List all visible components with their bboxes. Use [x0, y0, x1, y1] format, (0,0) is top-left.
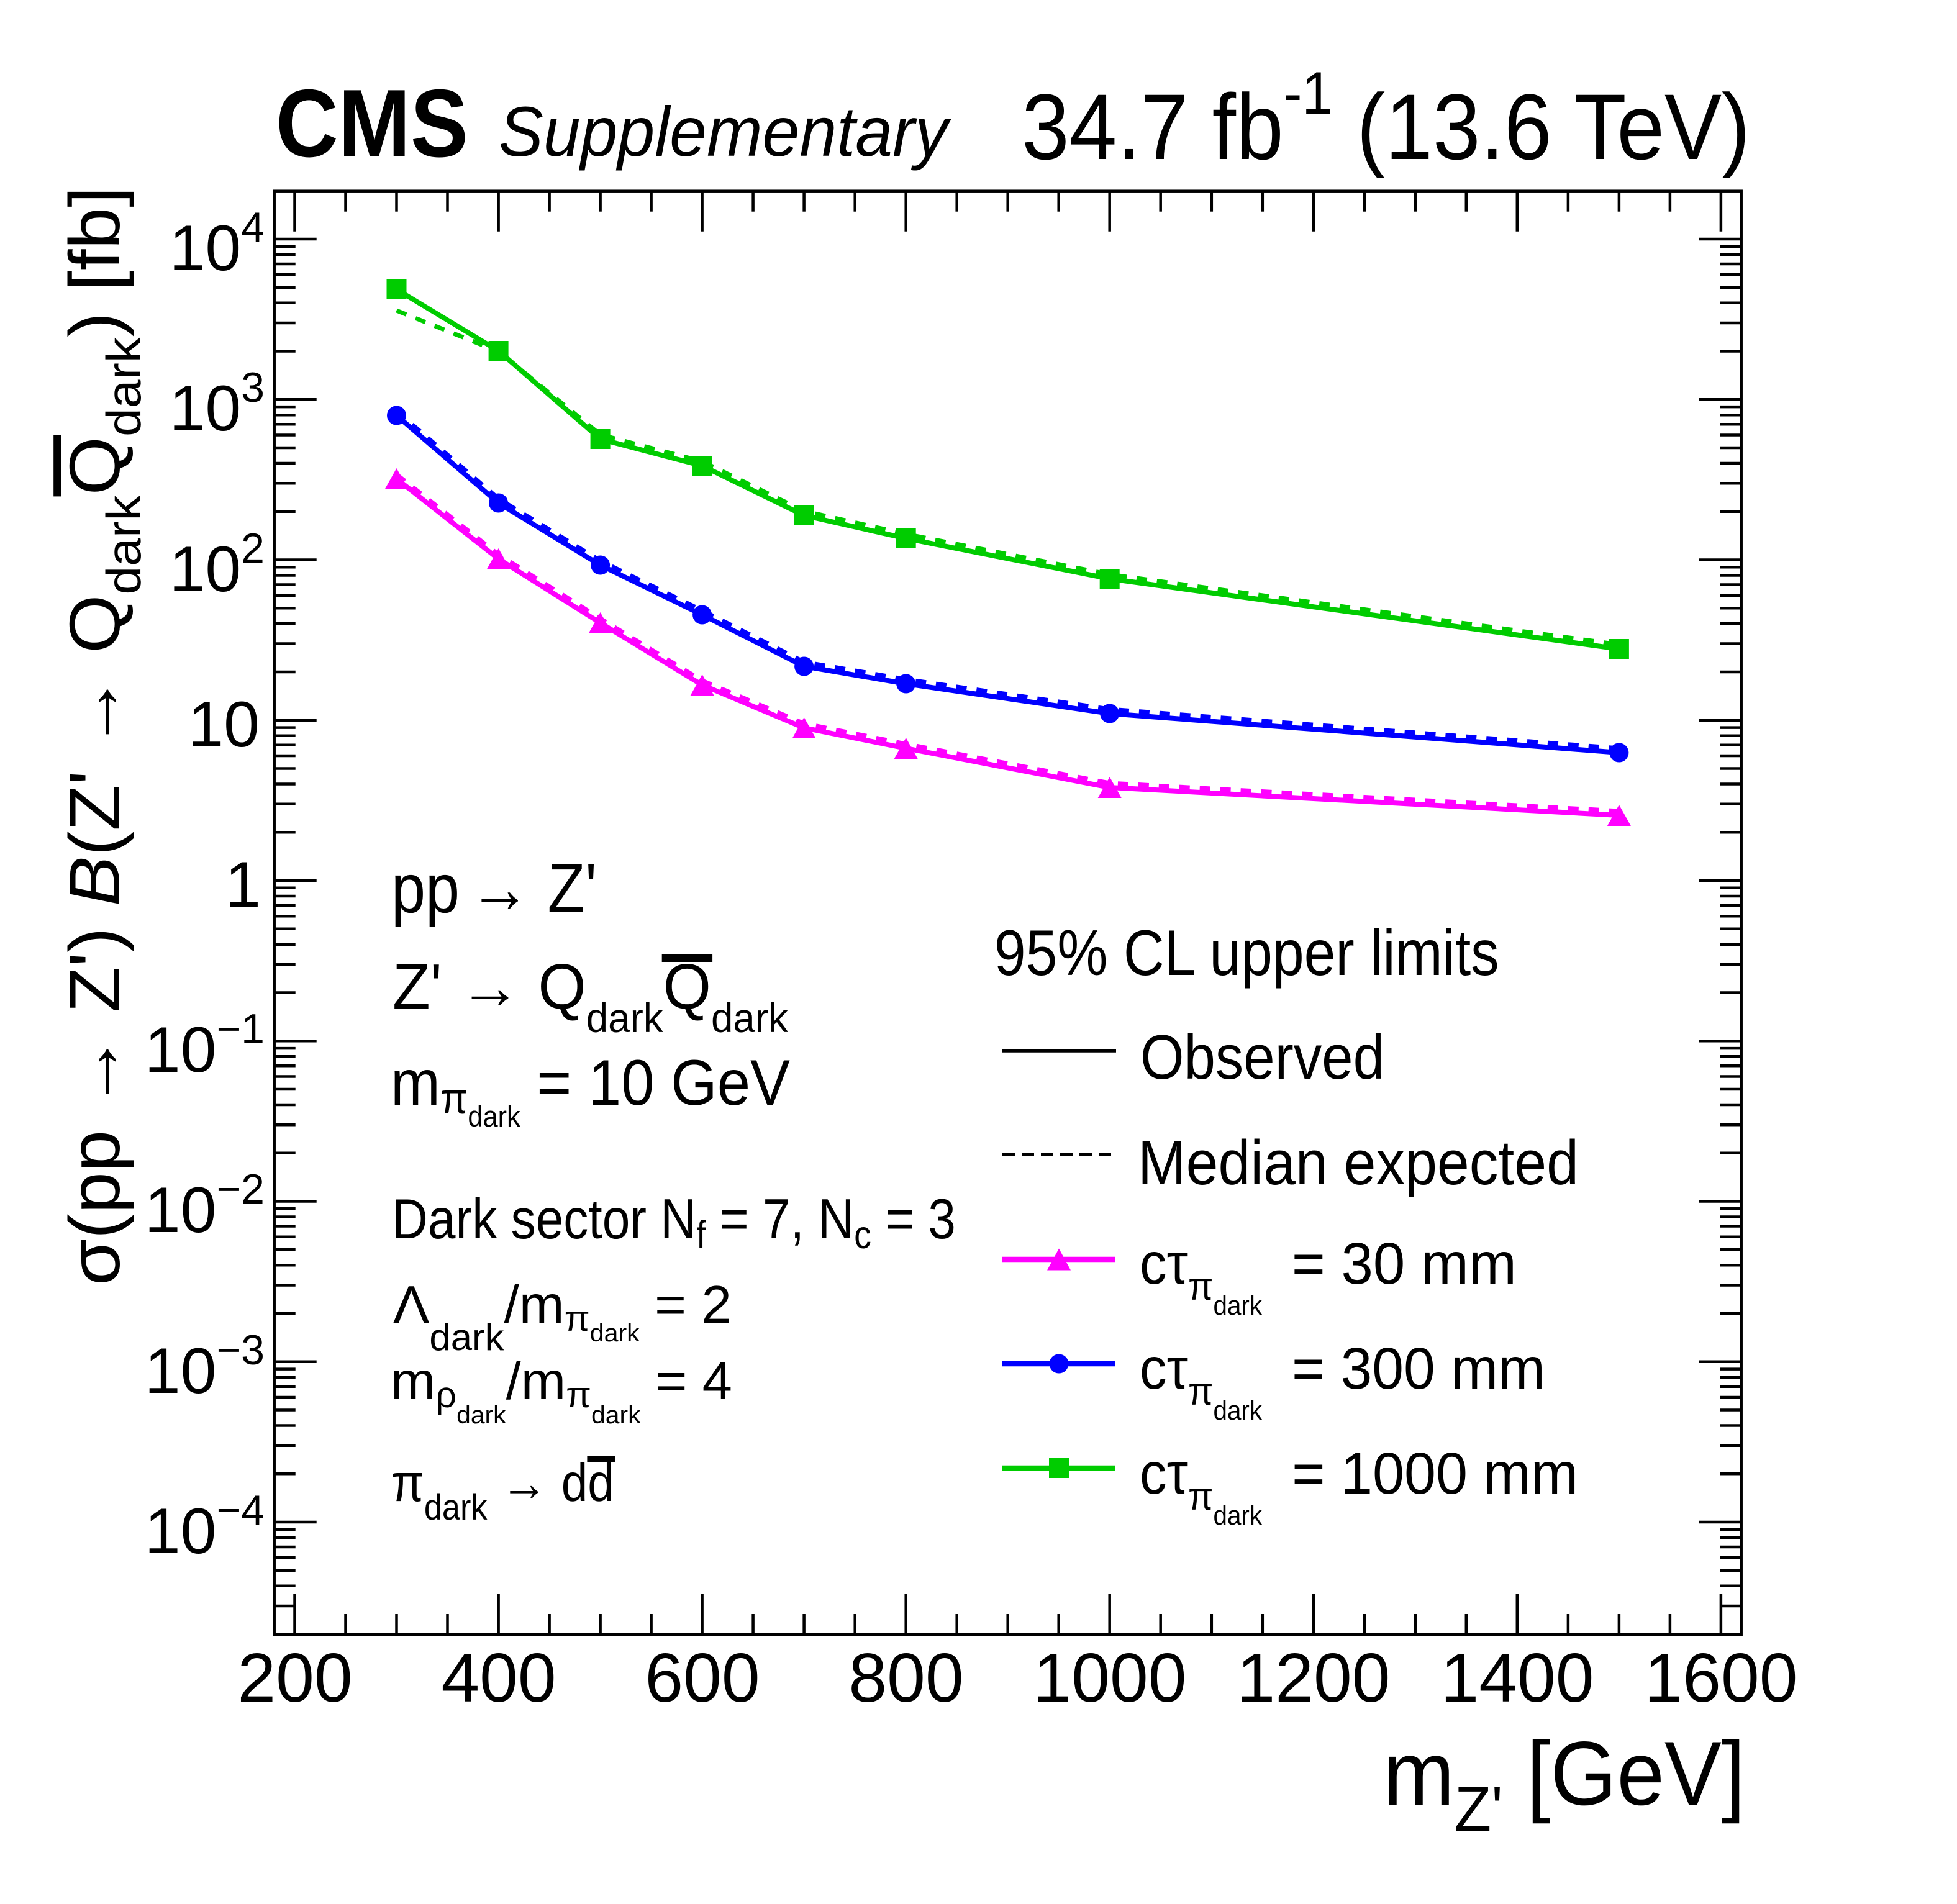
svg-text:1600: 1600	[1645, 1639, 1798, 1716]
svg-text:1200: 1200	[1237, 1639, 1391, 1716]
svg-text:= 1000 mm: = 1000 mm	[1292, 1441, 1578, 1507]
svg-text:1000: 1000	[1033, 1639, 1187, 1716]
svg-text:95% CL upper limits: 95% CL upper limits	[994, 916, 1499, 989]
svg-text:200: 200	[237, 1639, 352, 1716]
svg-text:400: 400	[441, 1639, 556, 1716]
svg-text:1: 1	[225, 849, 261, 921]
svg-text:Observed: Observed	[1140, 1022, 1384, 1092]
svg-text:CMS: CMS	[276, 70, 468, 177]
svg-text:800: 800	[848, 1639, 963, 1716]
svg-text:600: 600	[645, 1639, 760, 1716]
svg-text:Dark sector Nf = 7, Nc = 3: Dark sector Nf = 7, Nc = 3	[392, 1187, 956, 1256]
svg-text:= 30 mm: = 30 mm	[1292, 1230, 1517, 1296]
svg-text:Supplementary: Supplementary	[499, 93, 951, 171]
svg-text:34.7 fb-1 (13.6 TeV): 34.7 fb-1 (13.6 TeV)	[1022, 60, 1750, 179]
svg-text:Median expected: Median expected	[1138, 1128, 1579, 1198]
svg-text:pp → Z': pp → Z'	[391, 850, 597, 927]
svg-text:= 300 mm: = 300 mm	[1292, 1335, 1545, 1401]
svg-text:10: 10	[188, 689, 260, 761]
svg-text:1400: 1400	[1441, 1639, 1594, 1716]
